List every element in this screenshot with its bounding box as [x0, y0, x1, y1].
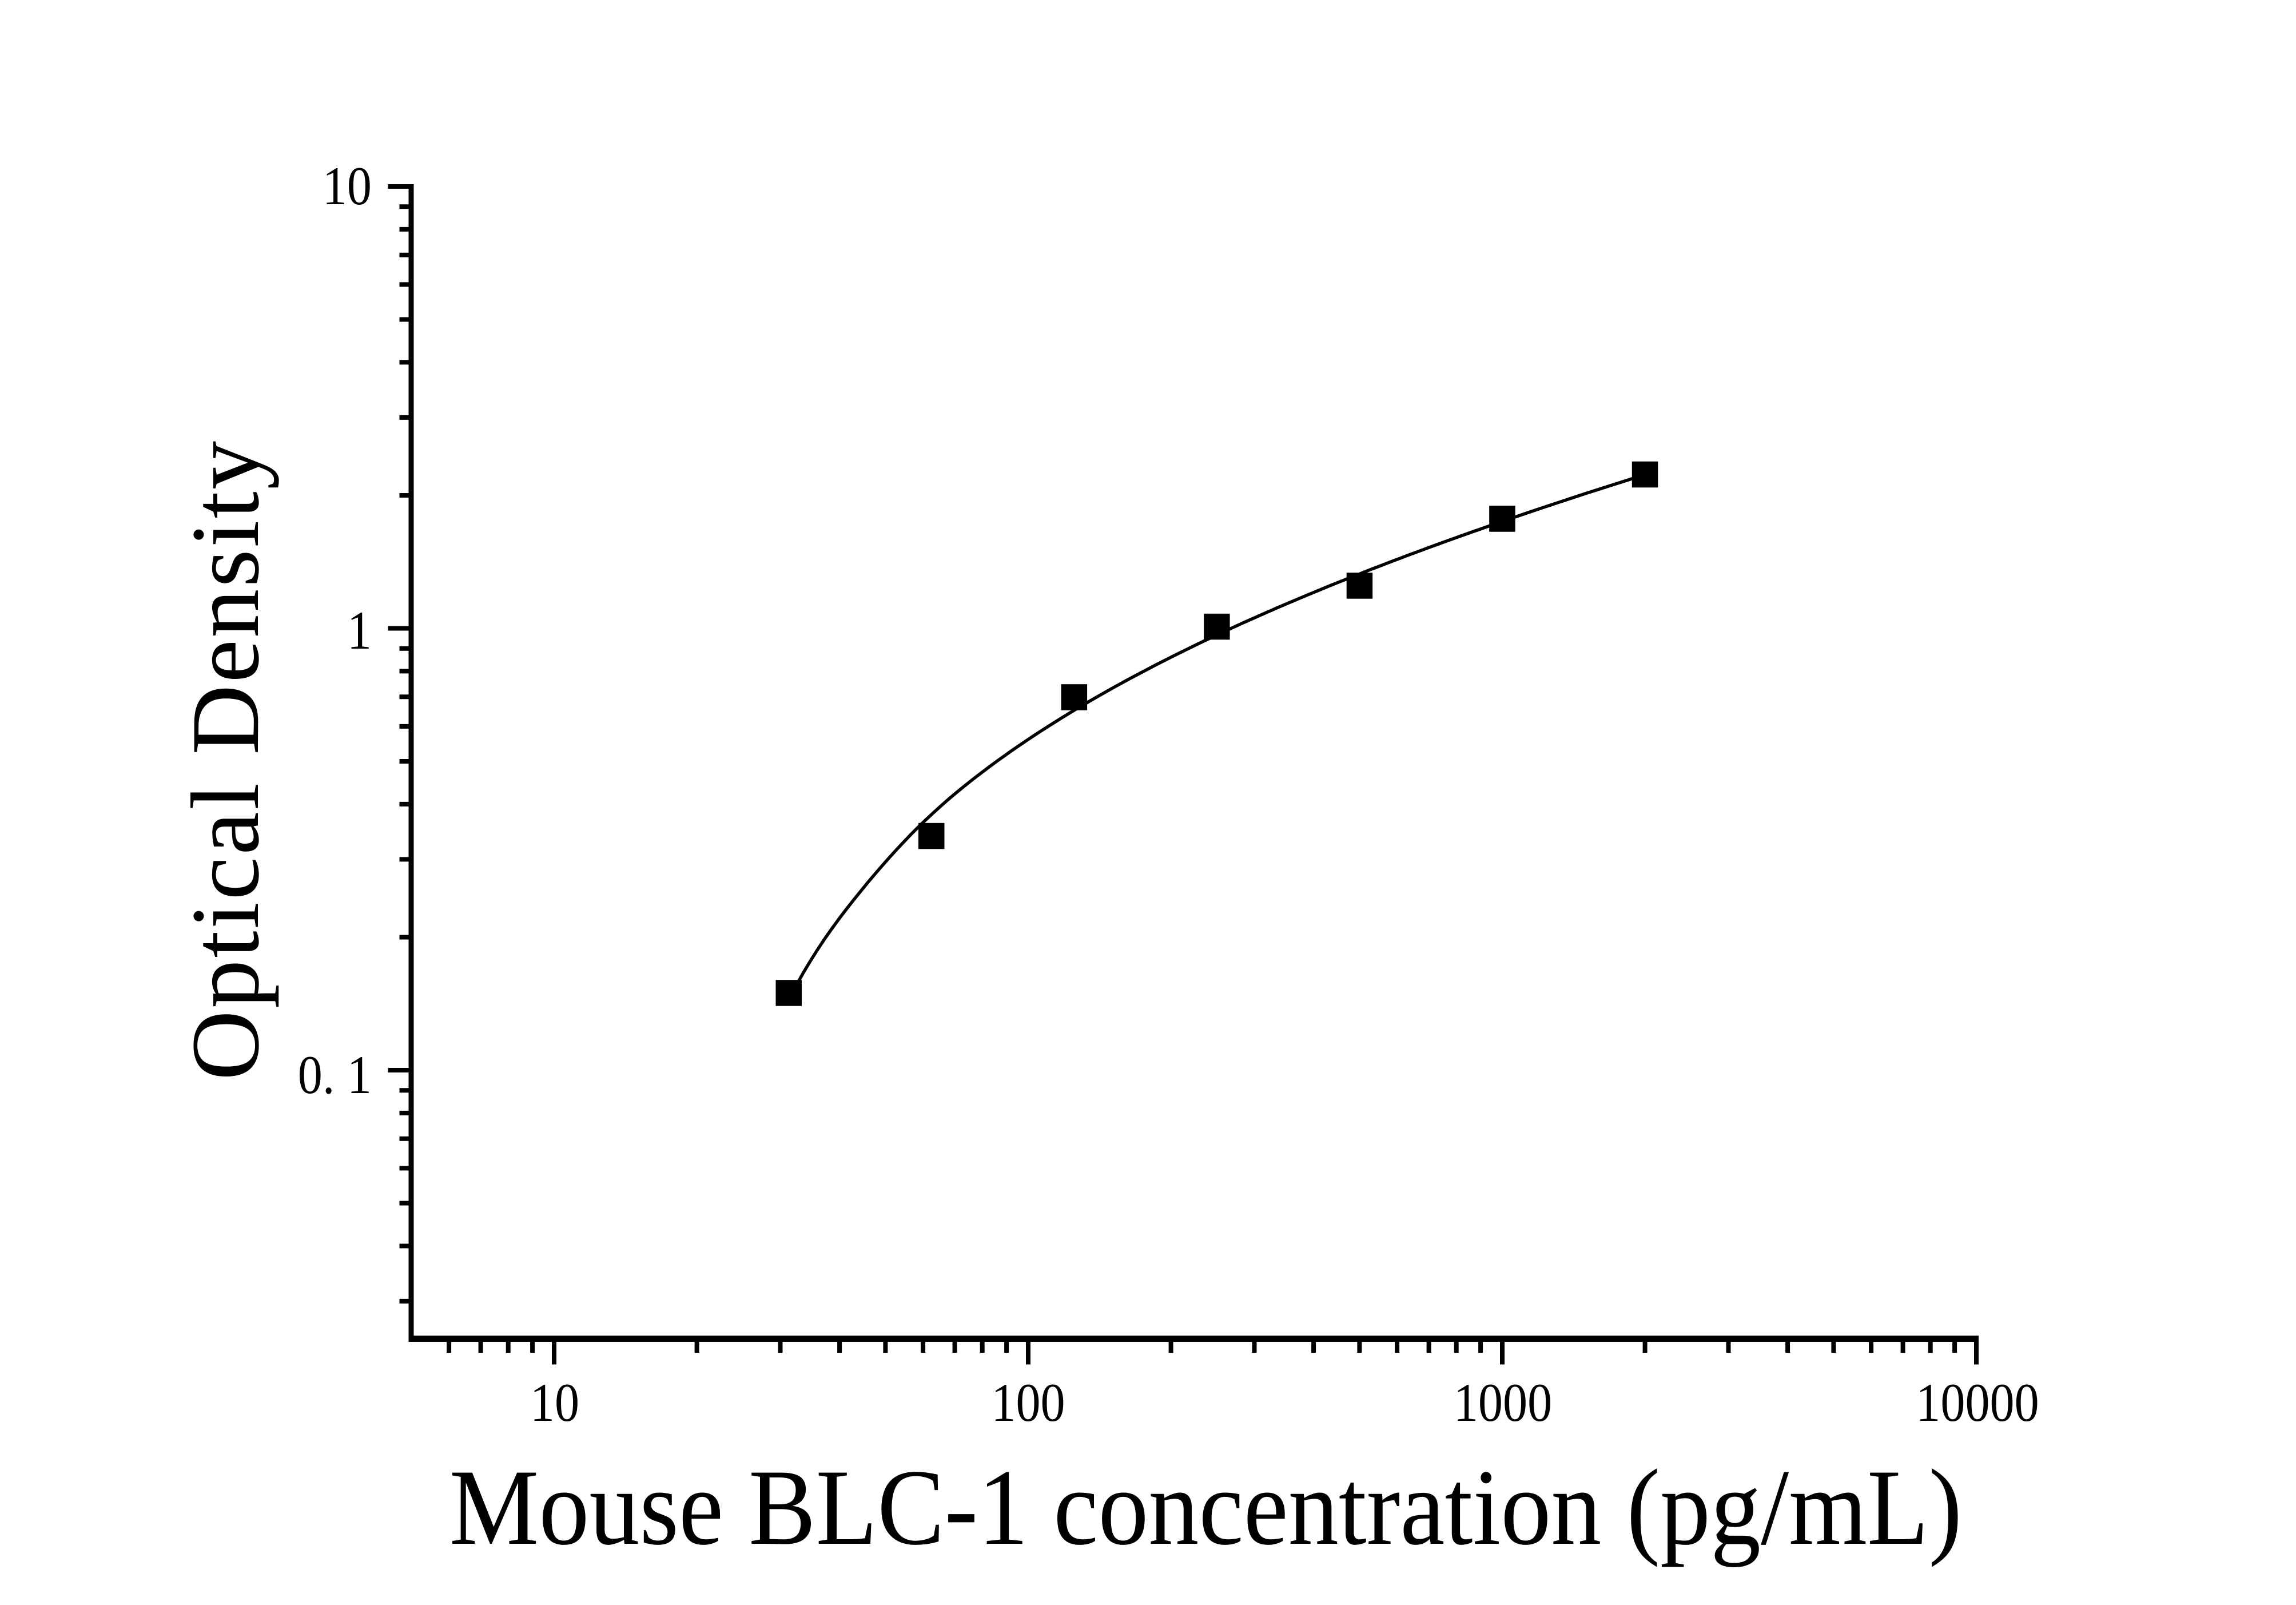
- svg-text:100: 100: [991, 1372, 1065, 1433]
- svg-text:10: 10: [323, 156, 372, 216]
- svg-text:10000: 10000: [1916, 1372, 2039, 1433]
- svg-text:Optical Density: Optical Density: [172, 441, 279, 1080]
- svg-text:1000: 1000: [1454, 1372, 1552, 1433]
- svg-text:10: 10: [530, 1372, 579, 1433]
- svg-text:Mouse BLC-1 concentration (pg/: Mouse BLC-1 concentration (pg/mL): [449, 1447, 1962, 1568]
- svg-text:1: 1: [347, 600, 372, 661]
- svg-text:0. 1: 0. 1: [298, 1044, 372, 1105]
